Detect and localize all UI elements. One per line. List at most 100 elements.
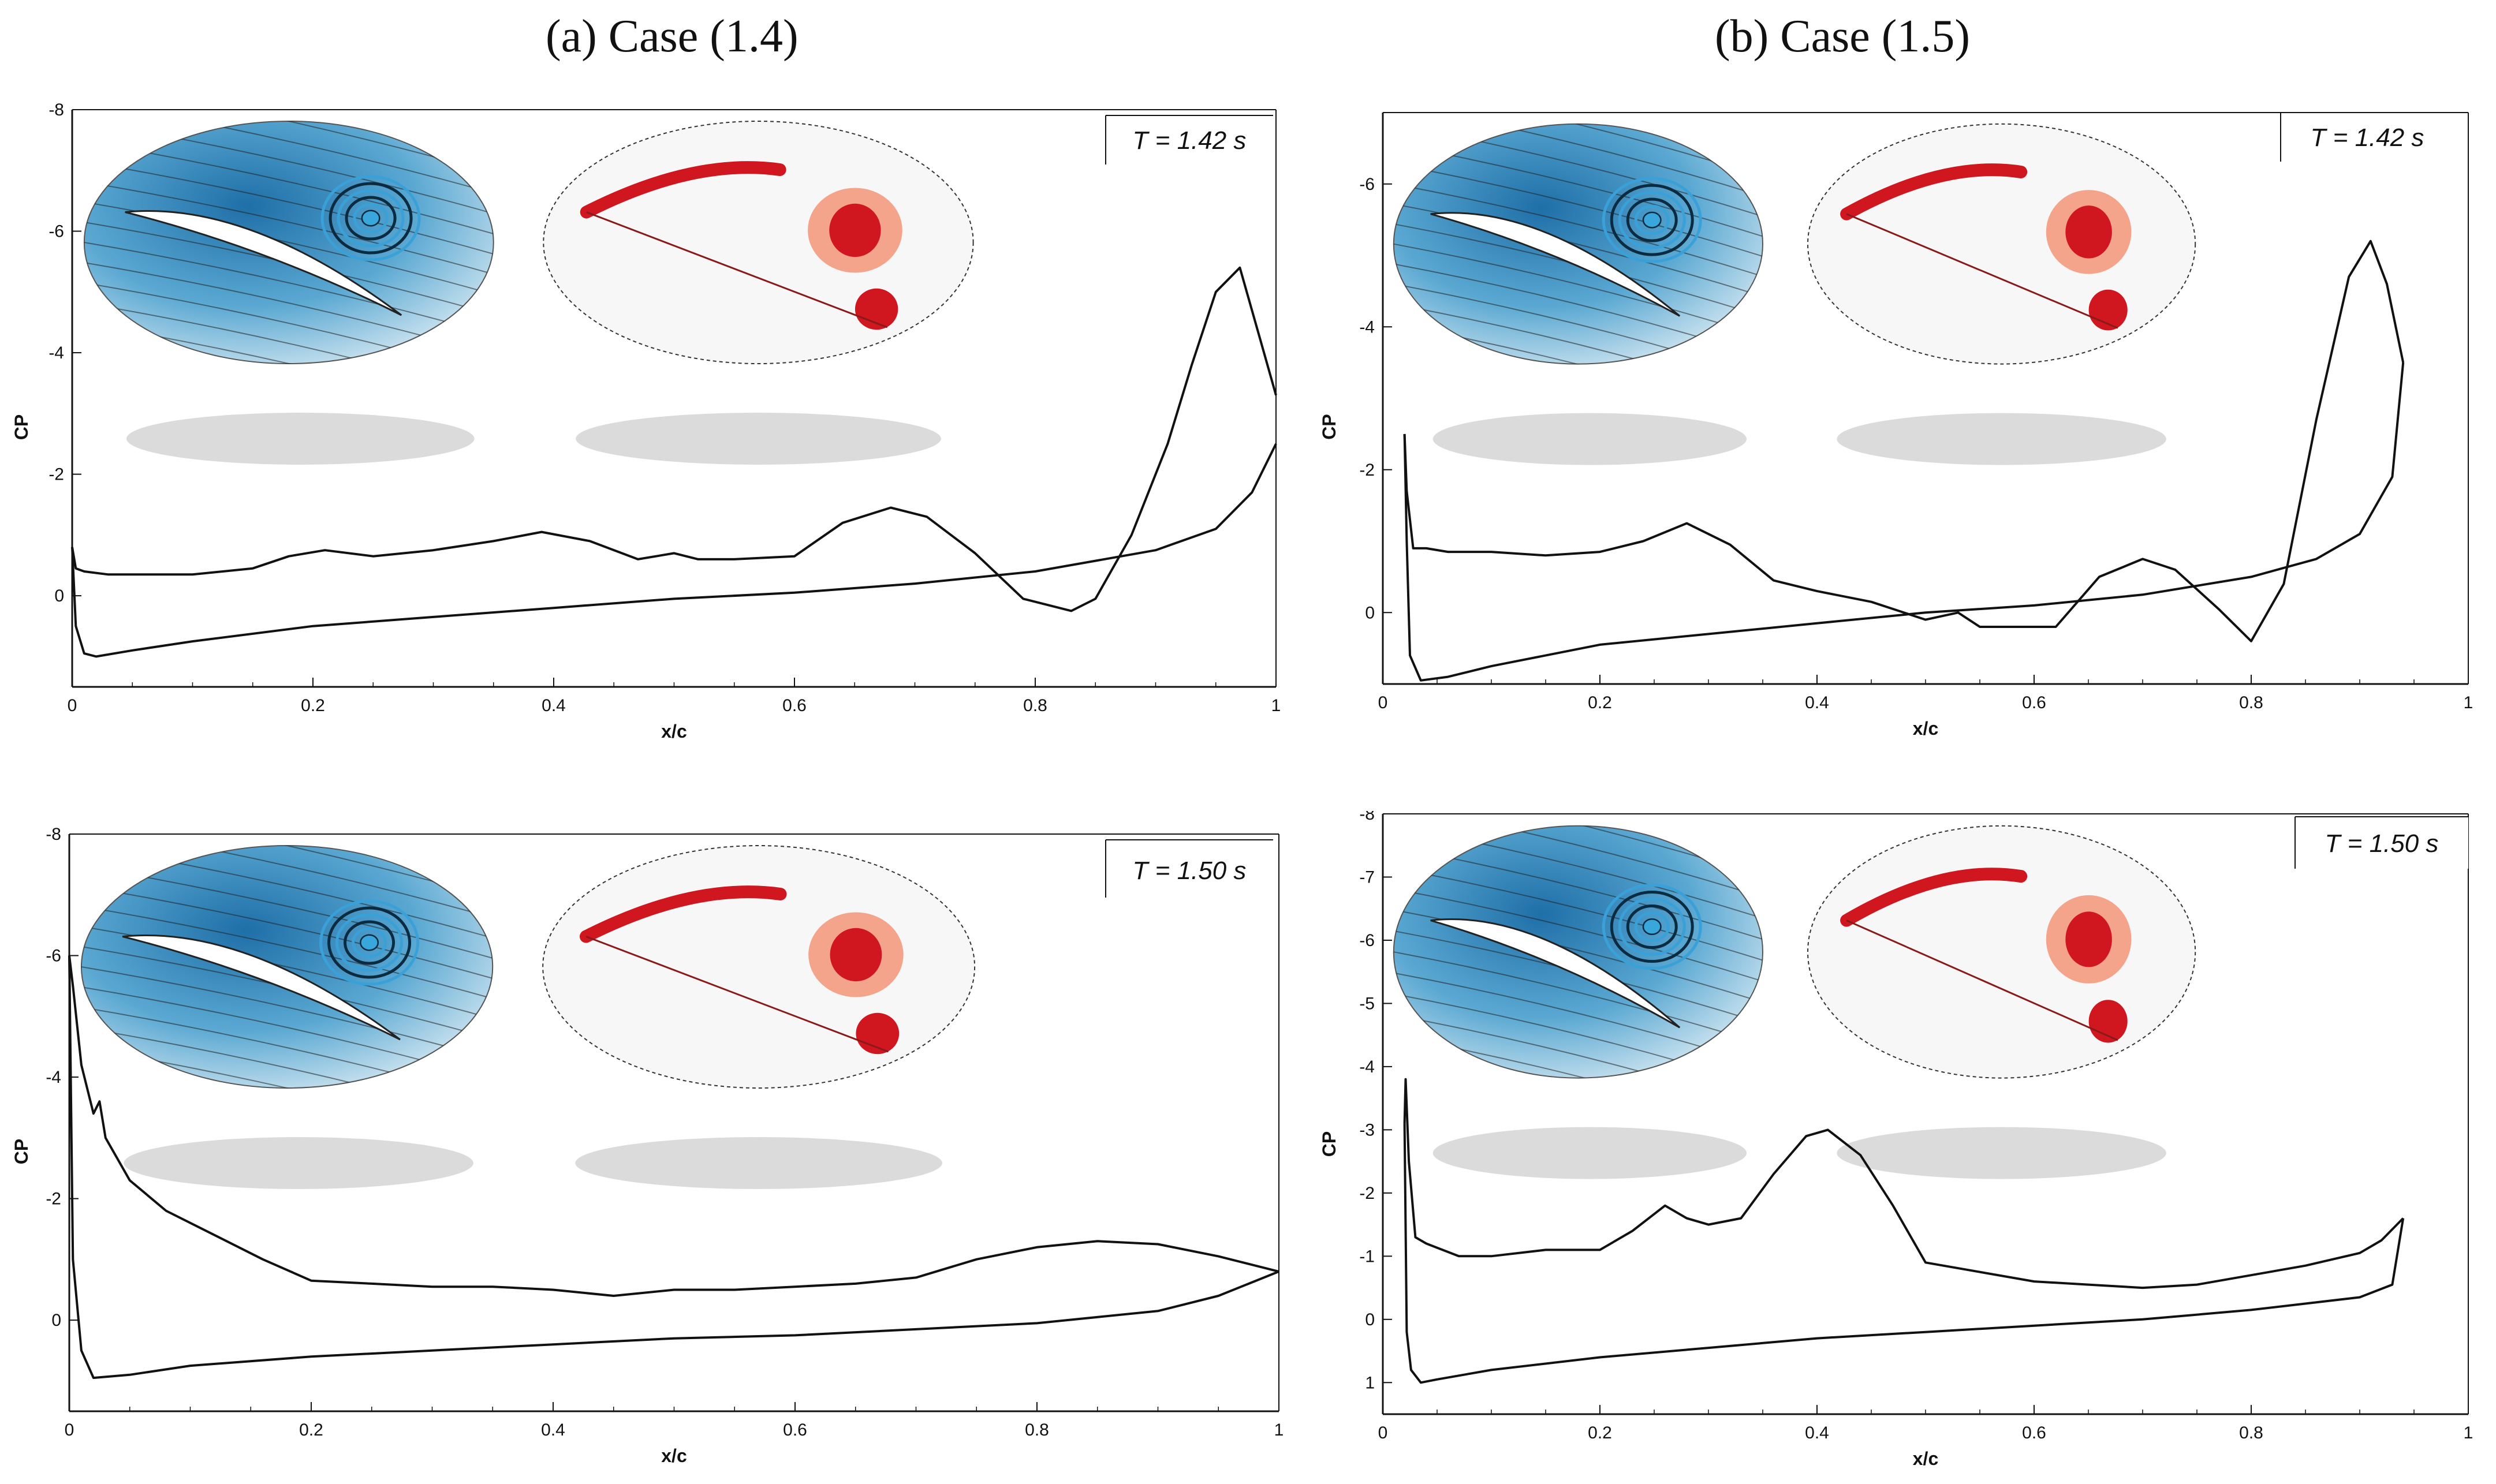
x-tick-label: 1: [1274, 1421, 1284, 1440]
y-tick-label: -8: [46, 825, 61, 844]
y-tick-label: -8: [1359, 811, 1375, 824]
x-tick-label: 0.4: [541, 1421, 565, 1440]
vorticity-shadow: [1837, 413, 2166, 465]
y-axis-label: CP: [11, 1139, 32, 1164]
x-tick-label: 0.2: [1588, 693, 1612, 712]
airfoil-outline: [585, 936, 889, 1053]
x-tick-label: 0.8: [2239, 1423, 2263, 1442]
y-tick-label: 0: [1365, 603, 1375, 622]
airfoil-outline: [1846, 213, 2118, 329]
vortex-core: [363, 211, 379, 225]
vorticity-field: [1840, 868, 2132, 1043]
y-tick-label: -8: [48, 100, 64, 119]
chart-panel-a1: 0 0.2 0.4 0.6 0.8 1 -8 -6 -4 -2 0 x/c CP T = 1.42 s: [11, 100, 1281, 742]
y-axis-label: CP: [11, 414, 32, 440]
y-tick-label: -1: [1359, 1247, 1375, 1266]
vorticity-ellipse: [1807, 123, 2196, 365]
vorticity-field: [580, 161, 902, 330]
time-annotation: T = 1.42 s: [2311, 124, 2424, 152]
airfoil-outline: [1846, 919, 2118, 1041]
x-tick-label: 0.6: [2022, 693, 2046, 712]
x-tick-label: 0.8: [1025, 1421, 1049, 1440]
y-tick-label: -2: [1359, 461, 1375, 480]
case-b-title: (b) Case (1.5): [1715, 11, 1971, 62]
x-tick-label: 0: [1378, 693, 1388, 712]
y-tick-label: -4: [1359, 1057, 1375, 1076]
cp-series-pressure: [1403, 362, 2405, 682]
x-axis-label: x/c: [1913, 1448, 1938, 1469]
cp-series-suction: [1403, 1078, 2404, 1289]
streamline-shadow: [1432, 1127, 1747, 1179]
y-tick-label: -4: [1359, 317, 1375, 337]
time-annotation: T = 1.42 s: [1133, 126, 1247, 155]
cp-series-suction: [1403, 240, 2405, 642]
vorticity-shadow: [1837, 1127, 2166, 1179]
streamlines: [1393, 124, 1763, 364]
x-axis-label: x/c: [661, 721, 687, 742]
x-tick-label: 0.4: [1805, 1423, 1829, 1442]
airfoil-shape: [125, 210, 402, 316]
x-tick-label: 0.6: [2022, 1423, 2046, 1442]
x-tick-label: 1: [2464, 1423, 2473, 1442]
x-tick-label: 0.4: [542, 696, 566, 715]
flow-insets: [1393, 825, 2196, 1179]
y-tick-label: -6: [1359, 175, 1375, 194]
y-axis-label: CP: [1319, 1131, 1340, 1157]
time-annotation: T = 1.50 s: [2325, 829, 2439, 858]
x-tick-label: 0.8: [1023, 696, 1047, 715]
cp-series-pressure: [1403, 1123, 2405, 1384]
x-tick-label: 0.8: [2239, 693, 2263, 712]
y-tick-label: -5: [1359, 994, 1375, 1013]
y-tick-label: 0: [54, 586, 64, 605]
y-tick-label: -2: [1359, 1184, 1375, 1203]
y-tick-label: -6: [46, 947, 61, 966]
x-tick-label: 0: [68, 696, 77, 715]
y-tick-label: -2: [46, 1190, 61, 1209]
x-axis-label: x/c: [661, 1445, 687, 1466]
vorticity-shadow: [575, 1137, 943, 1189]
x-tick-label: 0.6: [783, 1421, 807, 1440]
airfoil-shape: [1430, 918, 1681, 1029]
vortex-core: [361, 936, 378, 950]
cp-series-pressure: [68, 955, 1279, 1380]
flow-insets: [1393, 123, 2196, 465]
y-tick-label: 1: [1365, 1373, 1375, 1392]
chart-panel-b1: 0 0.2 0.4 0.6 0.8 1 -6 -4 -2 0 x/c CP T = 1.42 s: [1319, 112, 2473, 739]
y-tick-label: -6: [1359, 931, 1375, 950]
airfoil-shape: [122, 934, 401, 1041]
y-tick-label: -6: [48, 222, 64, 241]
x-tick-label: 0.4: [1805, 693, 1829, 712]
y-axis-label: CP: [1319, 414, 1340, 439]
vorticity-ellipse: [1807, 825, 2196, 1079]
y-tick-label: 0: [1365, 1310, 1375, 1329]
chart-panel-b2: 0 0.2 0.4 0.6 0.8 1 -8 -7 -6 -5 -4 -3 -2 -1 0 1 x/c CP T =…: [1319, 811, 2473, 1469]
x-tick-label: 0: [1378, 1423, 1388, 1442]
y-tick-label: -7: [1359, 868, 1375, 887]
x-tick-label: 0.2: [1588, 1423, 1612, 1442]
vortex-core: [1644, 213, 1661, 227]
flow-insets: [83, 121, 974, 465]
vorticity-field: [1840, 163, 2132, 331]
y-tick-label: -4: [48, 343, 64, 362]
streamline-shadow: [1432, 413, 1747, 465]
x-tick-label: 0.2: [301, 696, 325, 715]
x-tick-label: 0.2: [299, 1421, 323, 1440]
streamline-shadow: [124, 1137, 473, 1189]
y-tick-label: -2: [48, 465, 64, 484]
time-annotation-bg: [1106, 840, 1273, 898]
vorticity-ellipse: [542, 845, 976, 1089]
x-tick-label: 0: [65, 1421, 74, 1440]
x-tick-label: 0.6: [782, 696, 807, 715]
x-tick-label: 1: [1271, 696, 1281, 715]
x-axis-label: x/c: [1913, 718, 1938, 739]
time-annotation-bg: [2295, 817, 2468, 869]
vorticity-ellipse: [543, 121, 974, 364]
time-annotation-bg: [1106, 115, 1273, 165]
y-tick-label: -4: [46, 1068, 61, 1087]
vorticity-field: [579, 885, 904, 1055]
vorticity-shadow: [576, 413, 941, 465]
case-a-title: (a) Case (1.4): [546, 11, 799, 62]
y-tick-label: 0: [51, 1311, 61, 1330]
vortex-core: [1644, 919, 1661, 934]
cp-series-pressure: [71, 443, 1277, 658]
